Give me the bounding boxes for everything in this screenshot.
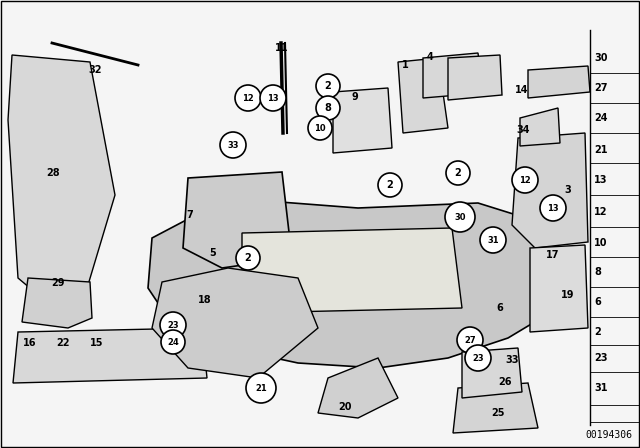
- Text: 29: 29: [51, 278, 65, 288]
- Text: 8: 8: [324, 103, 332, 113]
- Polygon shape: [530, 245, 588, 332]
- Polygon shape: [183, 172, 292, 268]
- Circle shape: [512, 167, 538, 193]
- Polygon shape: [242, 228, 462, 313]
- Circle shape: [316, 74, 340, 98]
- Polygon shape: [398, 58, 448, 133]
- Text: 30: 30: [454, 212, 466, 221]
- Circle shape: [260, 85, 286, 111]
- Polygon shape: [512, 133, 588, 248]
- Text: 18: 18: [198, 295, 212, 305]
- Text: 33: 33: [505, 355, 519, 365]
- Text: 22: 22: [56, 338, 70, 348]
- Text: 12: 12: [594, 207, 607, 217]
- Text: 26: 26: [499, 377, 512, 387]
- Text: 23: 23: [167, 320, 179, 329]
- Circle shape: [465, 345, 491, 371]
- Circle shape: [246, 373, 276, 403]
- Text: 27: 27: [464, 336, 476, 345]
- Polygon shape: [462, 348, 522, 398]
- Text: 13: 13: [267, 94, 279, 103]
- Text: 6: 6: [497, 303, 504, 313]
- Circle shape: [378, 173, 402, 197]
- Text: 1: 1: [402, 60, 408, 70]
- Circle shape: [160, 312, 186, 338]
- Text: 21: 21: [255, 383, 267, 392]
- Polygon shape: [148, 198, 558, 368]
- Text: 32: 32: [88, 65, 102, 75]
- Circle shape: [161, 330, 185, 354]
- Text: 34: 34: [516, 125, 530, 135]
- Circle shape: [480, 227, 506, 253]
- Text: 2: 2: [244, 253, 252, 263]
- Circle shape: [540, 195, 566, 221]
- Text: 13: 13: [594, 175, 607, 185]
- Text: 12: 12: [519, 176, 531, 185]
- Polygon shape: [13, 328, 207, 383]
- Polygon shape: [318, 358, 398, 418]
- Text: 19: 19: [561, 290, 575, 300]
- Text: 23: 23: [594, 353, 607, 363]
- Text: 27: 27: [594, 83, 607, 93]
- Text: 28: 28: [46, 168, 60, 178]
- Text: 16: 16: [23, 338, 36, 348]
- Text: 4: 4: [427, 52, 433, 62]
- Text: 17: 17: [547, 250, 560, 260]
- Text: 31: 31: [594, 383, 607, 393]
- Text: 9: 9: [351, 92, 358, 102]
- Text: 10: 10: [314, 124, 326, 133]
- Polygon shape: [448, 55, 502, 100]
- Text: 5: 5: [210, 248, 216, 258]
- Text: 12: 12: [242, 94, 254, 103]
- Text: 11: 11: [275, 43, 289, 53]
- Circle shape: [308, 116, 332, 140]
- Polygon shape: [453, 383, 538, 433]
- Circle shape: [220, 132, 246, 158]
- Text: 2: 2: [454, 168, 461, 178]
- Text: 2: 2: [594, 327, 601, 337]
- Text: 3: 3: [564, 185, 572, 195]
- Text: 6: 6: [594, 297, 601, 307]
- Text: 33: 33: [227, 141, 239, 150]
- Polygon shape: [152, 268, 318, 378]
- Polygon shape: [423, 53, 483, 98]
- Text: 13: 13: [547, 203, 559, 212]
- Text: 10: 10: [594, 238, 607, 248]
- Text: 2: 2: [324, 81, 332, 91]
- Text: 00194306: 00194306: [585, 430, 632, 440]
- Text: 7: 7: [187, 210, 193, 220]
- Polygon shape: [520, 108, 560, 146]
- Text: 25: 25: [492, 408, 505, 418]
- Circle shape: [446, 161, 470, 185]
- Text: 14: 14: [515, 85, 529, 95]
- Text: 15: 15: [90, 338, 104, 348]
- Text: 21: 21: [594, 145, 607, 155]
- Circle shape: [445, 202, 475, 232]
- Circle shape: [235, 85, 261, 111]
- Text: 30: 30: [594, 53, 607, 63]
- Text: 24: 24: [594, 113, 607, 123]
- Polygon shape: [22, 278, 92, 328]
- Polygon shape: [333, 88, 392, 153]
- Text: 24: 24: [167, 337, 179, 346]
- Circle shape: [457, 327, 483, 353]
- Polygon shape: [8, 55, 115, 305]
- Text: 20: 20: [339, 402, 352, 412]
- Circle shape: [236, 246, 260, 270]
- Circle shape: [316, 96, 340, 120]
- Polygon shape: [528, 66, 590, 98]
- Text: 23: 23: [472, 353, 484, 362]
- Text: 8: 8: [594, 267, 601, 277]
- Text: 31: 31: [487, 236, 499, 245]
- Text: 2: 2: [387, 180, 394, 190]
